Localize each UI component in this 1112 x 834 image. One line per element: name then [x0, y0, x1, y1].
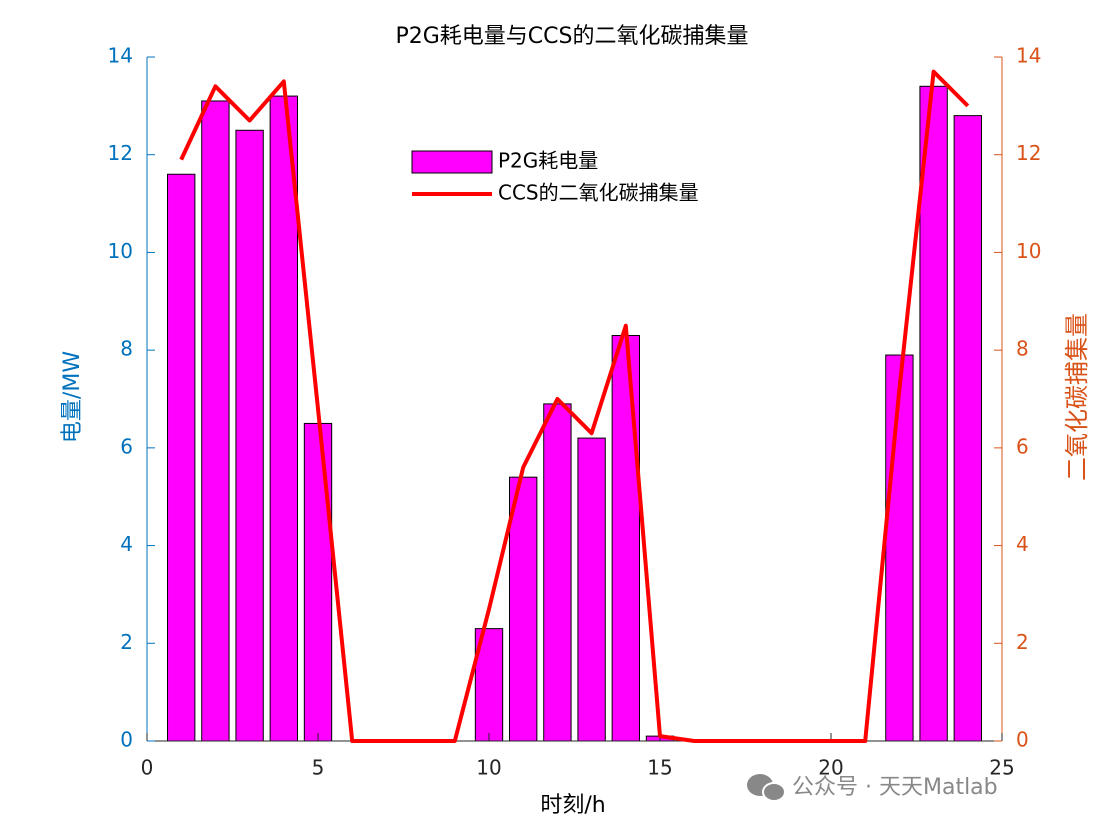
bar [543, 403, 572, 742]
bar [201, 100, 230, 742]
legend-swatch [411, 150, 493, 174]
x-tick-label: 5 [312, 756, 325, 780]
x-axis-label: 时刻/h [540, 793, 605, 818]
y-tick-label: 8 [120, 337, 133, 361]
x-tick-label: 15 [647, 756, 672, 780]
watermark: 公众号 · 天天Matlab [792, 775, 998, 800]
y2-tick-label: 0 [1016, 728, 1029, 752]
y-tick-label: 4 [120, 532, 133, 556]
bar [577, 437, 606, 742]
y-tick-label: 2 [120, 630, 133, 654]
bar [474, 628, 504, 742]
line [179, 69, 970, 743]
bar [269, 95, 298, 742]
y2-tick-label: 4 [1016, 532, 1029, 556]
bar [885, 354, 914, 742]
y2-tick-label: 6 [1016, 434, 1029, 458]
chart-title: P2G耗电量与CCS的二氧化碳捕集量 [396, 24, 749, 49]
bar [167, 173, 196, 742]
bar [235, 129, 264, 742]
y2-tick-label: 2 [1016, 630, 1029, 654]
y2-tick-label: 12 [1016, 141, 1041, 165]
y2-tick-label: 8 [1016, 337, 1029, 361]
legend-label: P2G耗电量 [498, 149, 598, 173]
y-tick-label: 6 [120, 434, 133, 458]
x-tick-label: 10 [476, 756, 501, 780]
y-tick-label: 12 [108, 141, 133, 165]
y2-axis-label: 二氧化碳捕集量 [1063, 313, 1091, 481]
y2-tick-label: 10 [1016, 239, 1041, 263]
y-tick-label: 0 [120, 728, 133, 752]
watermark-icon [747, 774, 786, 802]
y-axis-label: 电量/MW [60, 351, 85, 443]
y-tick-label: 10 [108, 239, 133, 263]
bar [611, 334, 640, 742]
bar [303, 422, 333, 742]
x-tick-label: 0 [141, 756, 154, 780]
bar [919, 85, 948, 742]
x-tick-label: 20 [818, 756, 843, 780]
y2-tick-label: 14 [1016, 44, 1041, 68]
y-tick-label: 14 [108, 44, 133, 68]
legend-label: CCS的二氧化碳捕集量 [498, 181, 699, 205]
bar [509, 476, 538, 742]
bar [953, 115, 982, 742]
x-tick-label: 25 [989, 756, 1014, 780]
